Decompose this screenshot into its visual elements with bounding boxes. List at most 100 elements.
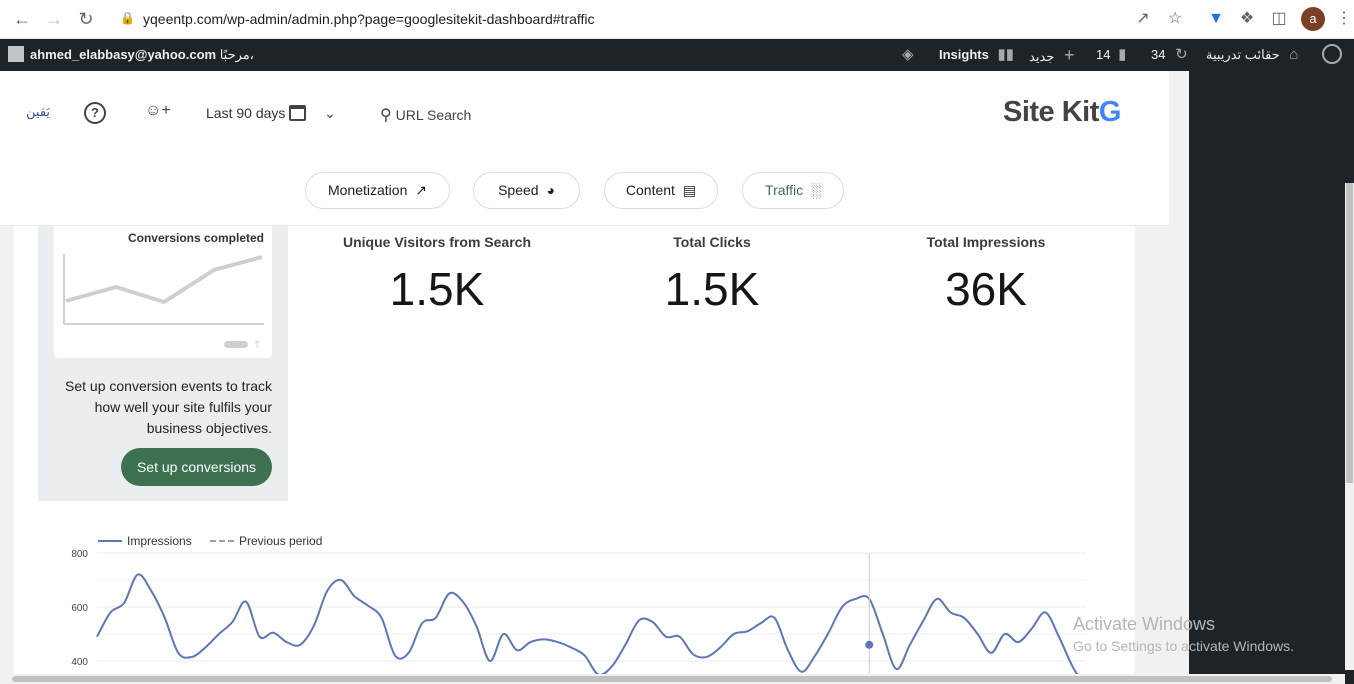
new-label: جديد [1029,49,1055,64]
tab-traffic[interactable]: Traffic ░ [742,172,844,209]
help-icon[interactable]: ? [84,102,106,124]
profile-avatar[interactable]: a [1301,7,1325,31]
url-search-label: URL Search [395,107,472,123]
user-email: ahmed_elabbasy@yahoo.com [30,47,217,62]
page-horizontal-scrollbar[interactable] [0,674,1345,684]
sitekit-admin-item[interactable]: ◈ [902,39,914,71]
metric-label: Unique Visitors from Search [342,234,531,250]
user-account-menu[interactable]: ahmed_elabbasy@yahoo.com مرحبًا، [8,39,254,71]
sitekit-logo: Site KitG [1003,96,1121,129]
google-g-logo: G [1098,96,1122,128]
setup-conversions-button[interactable]: Set up conversions [121,448,272,486]
extensions-puzzle-icon[interactable]: ❖ [1239,10,1255,27]
trend-up-icon: ↗ [415,182,427,198]
wp-logo-glyph [1322,44,1342,64]
y-tick-label: 400 [71,657,88,668]
reload-icon[interactable]: ↻ [78,9,94,29]
lock-icon: 🔒 [120,11,135,25]
page-vertical-scrollbar[interactable] [1345,183,1354,670]
chevron-down-icon: ⌄ [324,105,336,121]
site-name: حقائب تدريبية [1206,47,1280,62]
insights-chart-icon: ▮▮ [997,46,1014,63]
comments-count: 14 [1096,47,1111,62]
metric-value: 1.5K [664,263,760,315]
legend-solid-swatch [98,540,122,542]
dashboard-main: Conversions completed ↑ Set up conversio… [14,226,1135,684]
conversions-panel: Conversions completed ↑ Set up conversio… [38,226,288,501]
impressions-line-chart[interactable]: 800 600 400 [14,544,1114,674]
legend-previous-period[interactable]: Previous period [210,534,322,548]
metric-total-clicks[interactable]: Total Clicks 1.5K [582,234,842,316]
url-text: yqeentp.com/wp-admin/admin.php?page=goog… [143,11,595,27]
tab-speed[interactable]: Speed ◕ [473,172,580,209]
forward-arrow-icon[interactable]: → [45,9,63,29]
url-search-button[interactable]: ⚲ URL Search [380,105,471,125]
wp-admin-bar: ahmed_elabbasy@yahoo.com مرحبًا، ◈ Insig… [0,39,1354,71]
sitekit-header: يَقين ? ☺+ Last 90 days ⌄ ⚲ URL Search S… [0,71,1169,226]
tab-speed-label: Speed [498,182,539,198]
logo-text: Site Kit [1003,96,1099,128]
tab-traffic-label: Traffic [765,182,804,198]
legend-impressions-label: Impressions [127,534,192,548]
metric-label: Total Clicks [673,234,751,250]
conversions-description: Set up conversion events to track how we… [65,378,272,436]
vertical-scroll-thumb[interactable] [1346,183,1353,483]
calendar-icon [289,105,307,121]
chart-gridlines [97,552,1086,662]
legend-impressions[interactable]: Impressions [98,534,192,548]
user-avatar-icon [8,46,24,62]
shield-extension-icon[interactable]: ▼ [1208,10,1224,27]
updates-menu[interactable]: 34 ↻ [1151,39,1188,71]
speedometer-icon: ◕ [546,182,555,198]
conversions-card-title: Conversions completed [127,231,264,245]
plus-icon: + [1063,45,1075,65]
tab-content[interactable]: Content ▤ [604,172,718,209]
add-user-icon[interactable]: ☺+ [145,102,171,119]
date-range-selector[interactable]: Last 90 days ⌄ [206,105,336,122]
back-arrow-icon[interactable]: ← [13,9,31,29]
site-badge[interactable]: يَقين [26,104,51,119]
conversions-preview-card: Conversions completed ↑ [54,226,272,358]
search-icon: ⚲ [380,107,392,124]
new-content-menu[interactable]: جديد + [1029,39,1074,71]
date-range-label: Last 90 days [206,105,286,121]
watermark-line1: Activate Windows [1073,614,1216,634]
hover-point [865,640,874,649]
svg-text:↑: ↑ [253,340,261,351]
tab-monetization[interactable]: Monetization ↗ [305,172,450,209]
comment-bubble-icon: ▮ [1118,46,1127,63]
y-tick-label: 600 [71,603,88,614]
wp-admin-sidebar [1189,71,1354,684]
tab-monetization-label: Monetization [327,182,408,198]
sitekit-diamond-icon: ◈ [902,46,914,63]
browser-toolbar: ← → ↻ 🔒 yqeentp.com/wp-admin/admin.php?p… [0,0,1354,39]
metric-value: 36K [945,263,1027,315]
metric-total-impressions[interactable]: Total Impressions 36K [856,234,1116,316]
tab-content-label: Content [625,182,675,198]
impressions-series-line [96,573,1079,674]
wordpress-logo-icon[interactable] [1322,39,1342,71]
legend-previous-label: Previous period [239,534,323,548]
watermark-line2: Go to Settings to activate Windows. [1073,638,1294,654]
metric-label: Total Impressions [926,234,1046,250]
address-bar[interactable]: 🔒 yqeentp.com/wp-admin/admin.php?page=go… [112,4,1202,34]
insights-menu[interactable]: Insights ▮▮ [939,39,1014,71]
y-tick-label: 800 [71,549,88,560]
chart-y-ticks: 800 600 400 [71,549,88,668]
horizontal-scroll-thumb[interactable] [12,676,1332,682]
bar-chart-icon: ░ [811,182,821,198]
updates-count: 34 [1151,47,1166,62]
insights-label: Insights [939,47,989,62]
greeting: مرحبًا، [219,47,254,62]
bookmark-star-icon[interactable]: ☆ [1167,10,1183,27]
browser-menu-icon[interactable]: ⋮ [1336,10,1352,27]
share-icon[interactable]: ↗ [1136,10,1150,27]
conversions-preview-sparkline: ↑ [63,254,264,351]
site-name-menu[interactable]: حقائب تدريبية ⌂ [1206,39,1298,71]
side-panel-icon[interactable]: ◫ [1271,10,1287,27]
updates-refresh-icon: ↻ [1175,46,1188,63]
metric-unique-visitors[interactable]: Unique Visitors from Search 1.5K [307,234,567,316]
windows-activation-watermark: Activate Windows Go to Settings to activ… [1073,614,1294,654]
comments-menu[interactable]: 14 ▮ [1096,39,1126,71]
home-icon: ⌂ [1289,46,1299,63]
